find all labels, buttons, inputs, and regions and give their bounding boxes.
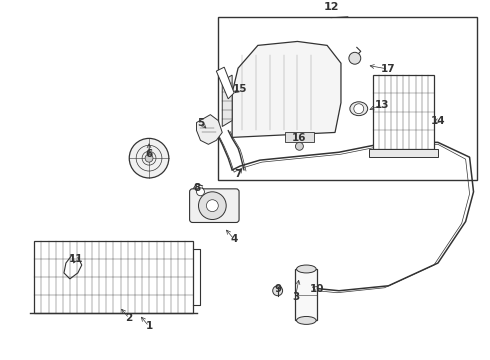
Bar bbox=[285, 132, 314, 142]
Text: 4: 4 bbox=[230, 234, 238, 244]
Text: 9: 9 bbox=[274, 284, 281, 294]
Text: 1: 1 bbox=[146, 321, 153, 331]
Circle shape bbox=[273, 286, 283, 296]
Text: 15: 15 bbox=[233, 84, 247, 94]
Circle shape bbox=[295, 142, 303, 150]
Circle shape bbox=[349, 52, 361, 64]
Circle shape bbox=[129, 138, 169, 178]
Text: 12: 12 bbox=[323, 2, 339, 12]
FancyBboxPatch shape bbox=[190, 189, 239, 222]
Ellipse shape bbox=[296, 316, 316, 324]
Bar bbox=[34, 241, 193, 312]
Ellipse shape bbox=[296, 265, 316, 273]
Text: 5: 5 bbox=[197, 118, 204, 127]
Bar bbox=[372, 75, 434, 149]
Bar bbox=[218, 17, 477, 180]
Text: 13: 13 bbox=[375, 100, 390, 110]
Polygon shape bbox=[216, 67, 234, 99]
Text: 2: 2 bbox=[125, 314, 133, 323]
Polygon shape bbox=[196, 114, 222, 144]
Bar bbox=[295, 269, 317, 320]
Circle shape bbox=[206, 200, 218, 212]
Text: 3: 3 bbox=[292, 292, 299, 302]
Circle shape bbox=[354, 104, 364, 114]
Circle shape bbox=[196, 188, 204, 196]
Text: 8: 8 bbox=[193, 183, 200, 193]
Ellipse shape bbox=[350, 102, 368, 116]
Text: 7: 7 bbox=[234, 169, 242, 179]
Text: 6: 6 bbox=[146, 149, 153, 159]
Text: 17: 17 bbox=[381, 64, 396, 74]
Circle shape bbox=[198, 192, 226, 220]
Circle shape bbox=[145, 154, 153, 162]
Polygon shape bbox=[232, 41, 341, 138]
Text: 10: 10 bbox=[310, 284, 324, 294]
Text: 16: 16 bbox=[292, 134, 307, 143]
Polygon shape bbox=[222, 75, 232, 126]
Bar bbox=[368, 149, 438, 157]
Text: 11: 11 bbox=[69, 254, 83, 264]
Text: 14: 14 bbox=[431, 116, 445, 126]
